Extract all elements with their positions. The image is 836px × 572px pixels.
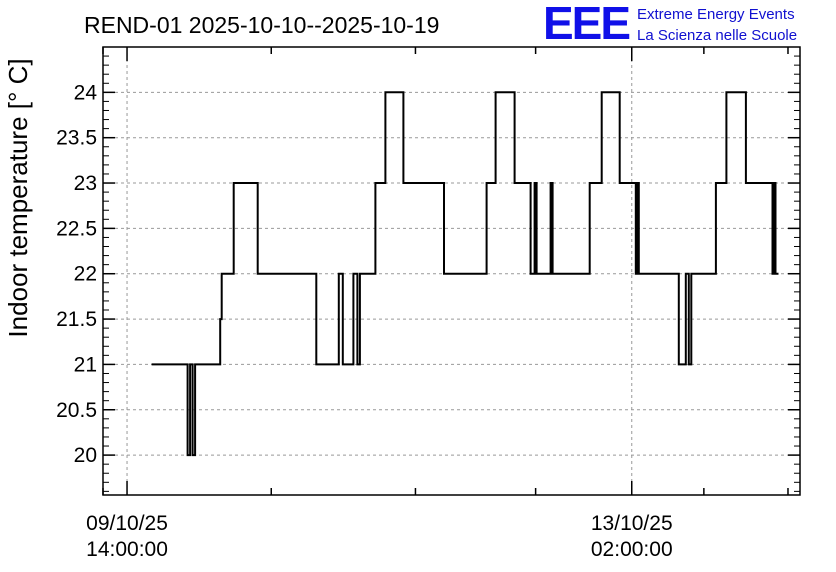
y-tick-label-4: 22 <box>74 263 97 286</box>
x-tick-time-0: 14:00:00 <box>86 538 168 561</box>
y-tick-label-7: 23.5 <box>56 127 97 150</box>
logo-line-1: Extreme Energy Events <box>637 6 795 23</box>
chart-title: REND-01 2025-10-10--2025-10-19 <box>84 12 439 38</box>
y-axis-label: Indoor temperature [° C] <box>3 58 33 337</box>
eee-logo: EEE Extreme Energy Events La Scienza nel… <box>543 0 797 49</box>
y-tick-label-5: 22.5 <box>56 217 97 240</box>
y-tick-label-8: 24 <box>74 81 98 104</box>
temperature-series-line <box>151 91 779 457</box>
grid-lines <box>103 47 800 495</box>
y-tick-label-0: 20 <box>74 444 97 467</box>
y-tick-label-3: 21.5 <box>56 308 97 331</box>
x-tick-time-1: 02:00:00 <box>591 538 673 561</box>
y-tick-label-6: 23 <box>74 172 97 195</box>
logo-line-2: La Scienza nelle Scuole <box>637 27 797 44</box>
x-tick-date-0: 09/10/25 <box>86 512 168 535</box>
x-tick-date-1: 13/10/25 <box>591 512 673 535</box>
plot-frame <box>102 46 801 496</box>
x-tick-labels: 09/10/25 14:00:00 13/10/25 02:00:00 <box>86 512 672 561</box>
eee-logo-mark: EEE <box>543 0 629 49</box>
axis-ticks <box>102 47 800 495</box>
y-tick-labels: 20 20.5 21 21.5 22 22.5 23 23.5 24 <box>56 81 97 467</box>
y-tick-label-2: 21 <box>74 353 97 376</box>
y-tick-label-1: 20.5 <box>56 399 97 422</box>
